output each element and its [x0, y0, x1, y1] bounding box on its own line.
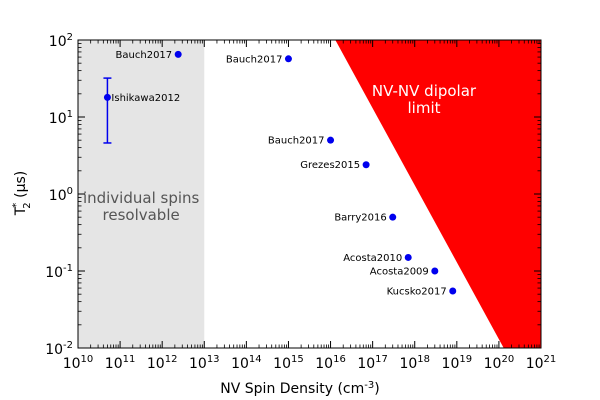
data-point-label: Bauch2017 — [116, 50, 173, 61]
data-point — [449, 287, 457, 295]
region-individual-spins-text-1: resolvable — [103, 206, 180, 224]
y-tick-label: 101 — [49, 109, 73, 127]
x-tick-label: 1020 — [484, 354, 515, 372]
region-individual-spins-text-0: individual spins — [83, 189, 200, 207]
data-point — [404, 253, 412, 261]
point-labels-layer: Bauch2017 Ishikawa2012 Bauch2017 Bauch2017 G… — [111, 50, 446, 298]
y-axis-label: T*2 (µs) — [11, 171, 33, 217]
data-point-label: Grezes2015 — [300, 160, 360, 171]
region-dipolar-limit-text-0: NV-NV dipolar — [372, 82, 477, 100]
x-tick-label: 1010 — [63, 354, 94, 372]
x-tick-label: 1012 — [147, 354, 178, 372]
y-tick-label: 102 — [49, 32, 73, 50]
x-tick-label: 1014 — [231, 354, 262, 372]
region-dipolar-limit-text-1: limit — [408, 99, 441, 117]
y-tick-label: 100 — [49, 186, 73, 204]
data-point — [431, 267, 439, 275]
x-tick-label: 1017 — [357, 354, 388, 372]
data-point-label: Bauch2017 — [226, 54, 283, 65]
data-point — [327, 136, 335, 144]
x-tick-label: 1011 — [105, 354, 136, 372]
data-point — [174, 50, 182, 58]
data-point-label: Acosta2009 — [370, 267, 429, 278]
x-tick-label: 1016 — [315, 354, 346, 372]
regions-layer — [78, 40, 541, 348]
data-point-label: Bauch2017 — [268, 136, 325, 147]
x-tick-label: 1015 — [273, 354, 304, 372]
y-tick-label: 10-1 — [45, 263, 73, 281]
data-point-label: Ishikawa2012 — [111, 93, 180, 104]
region-individual-spins — [78, 40, 205, 348]
data-point — [284, 55, 292, 63]
data-point — [362, 161, 370, 169]
x-tick-label: 1021 — [526, 354, 557, 372]
data-point — [103, 93, 111, 101]
x-tick-label: 1018 — [399, 354, 430, 372]
tick-labels-layer: 1010 1011 1012 1013 1014 1015 1016 1017 1018 1019… — [45, 32, 556, 372]
data-point-label: Acosta2010 — [343, 253, 402, 264]
data-point-label: Barry2016 — [334, 213, 386, 224]
x-tick-label: 1019 — [442, 354, 473, 372]
points-layer — [103, 50, 457, 295]
region-dipolar-limit — [335, 40, 541, 348]
x-tick-label: 1013 — [189, 354, 220, 372]
errorbar-layer — [103, 77, 112, 144]
ticks-layer — [77, 39, 542, 349]
x-axis-label: NV Spin Density (cm-3) — [220, 380, 379, 397]
data-point — [389, 213, 397, 221]
data-point-label: Kucsko2017 — [387, 286, 447, 297]
y-tick-label: 10-2 — [45, 340, 73, 358]
